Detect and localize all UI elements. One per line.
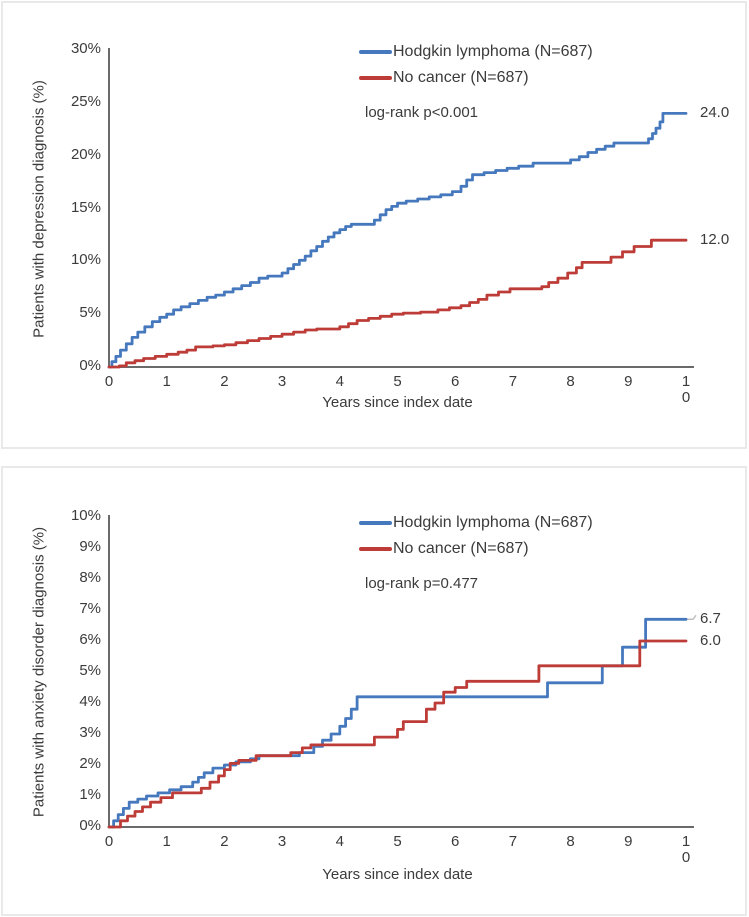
x-tick-label: 2 bbox=[220, 833, 229, 850]
hodgkin-end-value: 24.0 bbox=[700, 104, 730, 122]
y-tick-label: 0% bbox=[79, 357, 101, 374]
y-tick-label: 8% bbox=[79, 569, 101, 586]
x-tick-label: 1 bbox=[162, 833, 171, 850]
y-tick-label: 3% bbox=[79, 724, 101, 741]
x-tick-label: 6 bbox=[451, 373, 460, 390]
hodgkin-line-swatch bbox=[359, 521, 392, 525]
legend-label: Hodgkin lymphoma (N=687) bbox=[393, 43, 593, 60]
x-tick-label: 3 bbox=[277, 833, 287, 850]
no-cancer-step-line bbox=[107, 639, 688, 829]
legend-item-no-cancer: No cancer (N=687) bbox=[359, 65, 593, 91]
x-tick-label: 8 bbox=[566, 833, 575, 850]
x-tick-label: 9 bbox=[624, 833, 633, 850]
x-tick-label: 4 bbox=[335, 833, 344, 850]
y-tick-label: 30% bbox=[70, 40, 101, 57]
legend: Hodgkin lymphoma (N=687) No cancer (N=68… bbox=[359, 510, 593, 562]
hodgkin-step-line bbox=[107, 617, 688, 829]
y-tick-label: 5% bbox=[79, 662, 101, 679]
x-tick-label: 3 bbox=[277, 373, 287, 390]
no-cancer-end-value: 6.0 bbox=[700, 632, 721, 649]
y-tick-label: 7% bbox=[79, 600, 101, 617]
no-cancer-line-swatch bbox=[359, 547, 392, 551]
y-tick-label: 25% bbox=[70, 92, 101, 110]
y-tick-label: 9% bbox=[79, 538, 101, 555]
legend-label: No cancer (N=687) bbox=[393, 69, 529, 86]
x-axis-title: Years since index date bbox=[322, 394, 473, 411]
anxiety-plot-svg bbox=[107, 515, 697, 829]
no-cancer-step-line bbox=[107, 238, 688, 369]
y-tick-label: 5% bbox=[79, 304, 101, 322]
no-cancer-end-value: 12.0 bbox=[700, 231, 730, 249]
x-tick-label: 2 bbox=[220, 373, 229, 390]
anxiety-chart: Patients with anxiety disorder diagnosis… bbox=[3, 468, 745, 914]
x-tick-label: 8 bbox=[566, 373, 575, 390]
legend-item-hodgkin: Hodgkin lymphoma (N=687) bbox=[359, 510, 593, 536]
x-tick-label: 5 bbox=[393, 833, 402, 850]
legend-label: Hodgkin lymphoma (N=687) bbox=[393, 514, 593, 531]
y-tick-label: 20% bbox=[70, 145, 101, 163]
axis-lines bbox=[108, 48, 694, 368]
log-rank-annotation: log-rank p<0.001 bbox=[365, 104, 478, 121]
legend-label: No cancer (N=687) bbox=[393, 540, 529, 557]
x-tick-label: 10 bbox=[681, 833, 691, 866]
x-tick-label: 7 bbox=[508, 373, 518, 390]
y-tick-label: 6% bbox=[79, 631, 101, 648]
legend: Hodgkin lymphoma (N=687) No cancer (N=68… bbox=[359, 39, 593, 91]
hodgkin-line-swatch bbox=[359, 50, 392, 54]
legend-item-hodgkin: Hodgkin lymphoma (N=687) bbox=[359, 39, 593, 65]
end-label-leader-line bbox=[686, 614, 697, 621]
x-tick-label: 9 bbox=[624, 373, 633, 390]
depression-chart-panel: Patients with depression diagnosis (%) H… bbox=[1, 1, 747, 449]
x-tick-label: 10 bbox=[681, 373, 691, 406]
depression-chart: Patients with depression diagnosis (%) H… bbox=[3, 3, 745, 447]
log-rank-annotation: log-rank p=0.477 bbox=[365, 575, 478, 592]
y-tick-label: 2% bbox=[79, 755, 101, 772]
y-tick-label: 15% bbox=[70, 198, 101, 216]
x-tick-label: 0 bbox=[104, 373, 114, 390]
x-tick-label: 6 bbox=[451, 833, 460, 850]
depression-plot-svg bbox=[107, 48, 694, 369]
hodgkin-step-line bbox=[107, 112, 688, 369]
y-tick-label: 1% bbox=[79, 786, 101, 803]
x-tick-label: 1 bbox=[162, 373, 171, 390]
anxiety-chart-panel: Patients with anxiety disorder diagnosis… bbox=[1, 466, 747, 916]
y-tick-label: 4% bbox=[79, 693, 101, 710]
y-tick-label: 10% bbox=[70, 251, 101, 269]
legend-item-no-cancer: No cancer (N=687) bbox=[359, 536, 593, 562]
x-tick-label: 7 bbox=[508, 833, 518, 850]
no-cancer-line-swatch bbox=[359, 76, 392, 80]
y-tick-label: 0% bbox=[79, 817, 101, 834]
x-tick-label: 5 bbox=[393, 373, 402, 390]
y-tick-label: 10% bbox=[70, 507, 101, 524]
x-axis-title: Years since index date bbox=[322, 866, 473, 883]
x-tick-label: 4 bbox=[335, 373, 344, 390]
hodgkin-end-value: 6.7 bbox=[700, 610, 721, 628]
x-tick-label: 0 bbox=[104, 833, 114, 850]
